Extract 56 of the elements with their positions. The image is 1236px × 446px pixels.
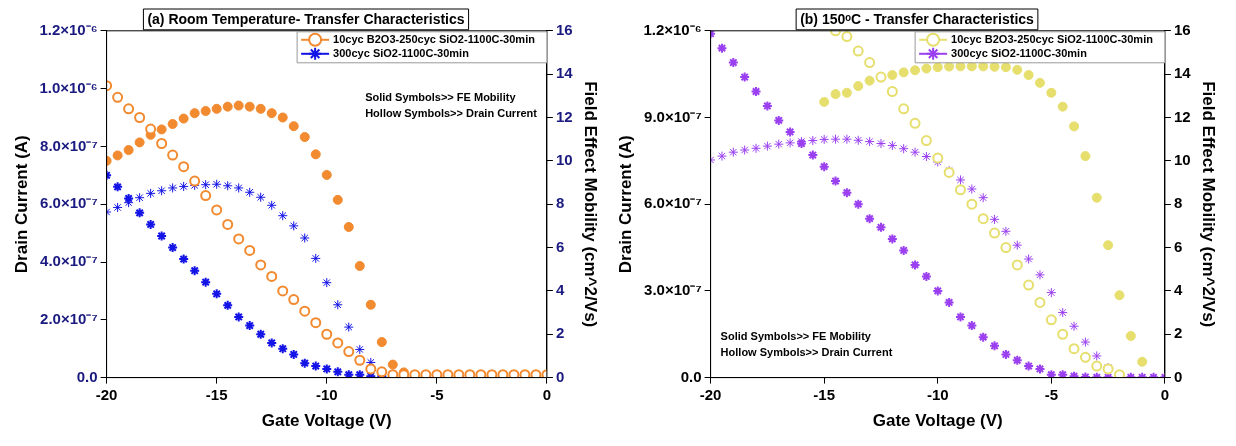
x-tick-label: -20 (95, 385, 118, 403)
y-tick-label: 8.0×10⁻⁷ (40, 136, 98, 154)
y-tick-label: 1.2×10⁻⁶ (643, 20, 702, 38)
y2-tick-label: 0 (1173, 367, 1183, 385)
legend-label: 300cyc SiO2-1100C-30min (333, 46, 470, 59)
chart-title: (b) 150ᵒC - Transfer Characteristics (800, 11, 1035, 28)
x-tick-label: -10 (926, 385, 949, 403)
annotation: Hollow Symbols>> Drain Current (720, 346, 893, 359)
annotation: Hollow Symbols>> Drain Current (365, 107, 538, 120)
y-axis-title: Drain Current (A) (11, 135, 31, 274)
y2-tick-label: 12 (1173, 107, 1191, 125)
annotation: Solid Symbols>> FE Mobility (365, 91, 517, 104)
y2-tick-label: 14 (1173, 64, 1192, 82)
y2-tick-label: 4 (555, 281, 565, 299)
legend-label: 10cyc B2O3-250cyc SiO2-1100C-30min (333, 32, 536, 45)
x-tick-label: -20 (699, 385, 722, 403)
y2-tick-label: 2 (1173, 324, 1183, 342)
y-tick-label: 0.0 (680, 367, 702, 385)
y-tick-label: 1.2×10⁻⁶ (39, 20, 98, 38)
chart-title: (a) Room Temperature- Transfer Characteristics (147, 11, 465, 28)
y2-tick-label: 8 (1173, 194, 1183, 212)
y2-tick-label: 4 (1173, 281, 1183, 299)
y2-axis-title: Field Effect Mobility (cm^2/Vs) (581, 81, 601, 328)
x-axis-title: Gate Voltage (V) (872, 411, 1003, 431)
y2-tick-label: 16 (1173, 20, 1191, 38)
y2-tick-label: 8 (555, 194, 565, 212)
x-tick-label: -10 (315, 385, 338, 403)
y2-axis-title: Field Effect Mobility (cm^2/Vs) (1199, 81, 1219, 328)
y2-tick-label: 12 (555, 107, 573, 125)
y2-tick-label: 2 (555, 324, 565, 342)
y-tick-label: 4.0×10⁻⁷ (40, 252, 98, 270)
x-tick-label: -15 (205, 385, 228, 403)
y-tick-label: 2.0×10⁻⁷ (40, 309, 98, 327)
y-tick-label: 6.0×10⁻⁷ (644, 194, 702, 212)
y2-tick-label: 0 (555, 367, 565, 385)
y2-tick-label: 10 (1173, 150, 1191, 168)
x-tick-label: -5 (430, 385, 444, 403)
y-tick-label: 9.0×10⁻⁷ (644, 107, 702, 125)
x-tick-label: 0 (542, 385, 552, 403)
legend-label: 10cyc B2O3-250cyc SiO2-1100C-30min (951, 32, 1154, 45)
y2-tick-label: 14 (555, 64, 574, 82)
y-tick-label: 1.0×10⁻⁶ (39, 78, 98, 96)
y2-tick-label: 16 (555, 20, 573, 38)
x-tick-label: -15 (813, 385, 836, 403)
x-axis-title: Gate Voltage (V) (261, 411, 392, 431)
y2-tick-label: 6 (1173, 237, 1183, 255)
x-tick-label: -5 (1044, 385, 1059, 403)
y-axis-title: Drain Current (A) (615, 135, 635, 274)
legend-label: 300cyc SiO2-1100C-30min (951, 46, 1088, 59)
y-tick-label: 6.0×10⁻⁷ (40, 194, 98, 212)
y2-tick-label: 10 (555, 150, 573, 168)
y2-tick-label: 6 (555, 237, 565, 255)
y-tick-label: 3.0×10⁻⁷ (644, 281, 702, 299)
x-tick-label: 0 (1160, 385, 1170, 403)
y-tick-label: 0.0 (76, 367, 98, 385)
annotation: Solid Symbols>> FE Mobility (720, 330, 872, 343)
